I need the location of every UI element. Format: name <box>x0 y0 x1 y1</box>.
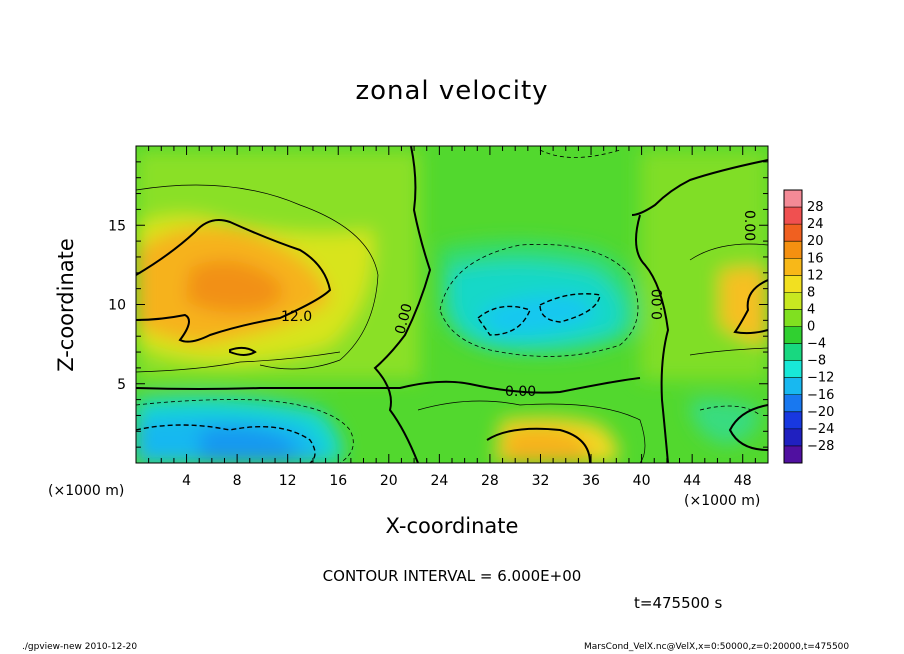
contour-line <box>136 399 354 463</box>
contour-line <box>136 351 341 373</box>
contour-line <box>539 149 621 158</box>
contour-line <box>689 243 768 261</box>
colorbar-swatch <box>784 241 802 259</box>
colorbar-label: −8 <box>807 354 826 369</box>
contour-line <box>699 405 761 416</box>
x-unit-label-left: (×1000 m) <box>48 483 125 499</box>
contour-line <box>136 184 379 370</box>
colorbar-swatch <box>784 343 802 362</box>
contour-interval-note: CONTOUR INTERVAL = 6.000E+00 <box>322 567 582 585</box>
x-tick-label: 8 <box>233 473 242 489</box>
contour-label: 0.00 <box>505 384 536 400</box>
colorbar-swatch <box>784 428 802 447</box>
contour-line <box>417 400 646 463</box>
colorbar-label: 20 <box>807 234 824 249</box>
colorbar-label: 12 <box>807 268 824 283</box>
contour-label: 0.00 <box>392 302 416 336</box>
time-annotation: t=475500 s <box>634 594 723 612</box>
contour-line <box>733 279 768 335</box>
colorbar-swatch <box>784 360 802 379</box>
colorbar-label: 0 <box>807 320 815 335</box>
colorbar-label: 28 <box>807 200 824 215</box>
x-tick-label: 36 <box>582 473 600 489</box>
colorbar-swatch <box>784 207 802 225</box>
contour-line <box>477 305 531 336</box>
x-axis-label: X-coordinate <box>385 514 519 538</box>
contour-line <box>635 214 670 463</box>
x-tick-label: 44 <box>683 473 701 489</box>
footer-left: ./gpview-new 2010-12-20 <box>22 642 138 652</box>
colorbar-label: 4 <box>807 302 815 317</box>
y-axis: 5 10 15 <box>108 161 768 448</box>
x-unit-label-right: (×1000 m) <box>684 493 761 509</box>
x-tick-label: 4 <box>182 473 191 489</box>
contour-line <box>229 346 257 356</box>
y-tick-label: 15 <box>108 218 126 234</box>
plot-field <box>136 146 768 463</box>
x-tick-label: 48 <box>734 473 752 489</box>
colorbar-label: 24 <box>807 217 824 232</box>
x-tick-label: 40 <box>633 473 651 489</box>
contour-line <box>689 347 768 356</box>
colorbar-swatch <box>784 326 802 345</box>
contour-line <box>136 219 332 343</box>
colorbar-label: 16 <box>807 251 824 266</box>
contour-line <box>486 427 591 463</box>
colorbar-label: −12 <box>807 371 834 386</box>
y-tick-label: 10 <box>108 298 126 314</box>
chart-title: zonal velocity <box>355 76 549 106</box>
x-tick-label: 12 <box>279 473 297 489</box>
colorbar-swatch <box>784 292 802 310</box>
colorbar-swatch <box>784 224 802 242</box>
colorbar-swatch <box>784 275 802 293</box>
contour-line <box>539 293 601 323</box>
colorbar-label: 8 <box>807 285 815 300</box>
contour-label: 0.00 <box>650 289 666 320</box>
colorbar-swatch <box>784 394 802 413</box>
colorbar-label: −16 <box>807 388 834 403</box>
contour-line <box>136 377 641 394</box>
colorbar-label: −20 <box>807 405 834 420</box>
colorbar-label: −4 <box>807 337 826 352</box>
x-tick-label: 28 <box>481 473 499 489</box>
colorbar-swatch <box>784 309 802 327</box>
colorbar-label: −24 <box>807 422 834 437</box>
x-tick-label: 24 <box>430 473 448 489</box>
contour-line <box>631 159 768 216</box>
colorbar-swatch <box>784 411 802 430</box>
colorbar-swatch <box>784 190 802 208</box>
contour-line <box>373 146 432 463</box>
contour-lines <box>136 146 768 463</box>
contour-line <box>728 404 768 451</box>
x-axis: 4 8 12 16 20 24 28 32 36 40 44 48 <box>148 146 756 489</box>
contour-label: 12.0 <box>281 309 312 325</box>
y-tick-label: 5 <box>117 377 126 393</box>
colorbar-swatch <box>784 445 802 464</box>
x-tick-label: 32 <box>532 473 550 489</box>
contour-line <box>439 244 639 357</box>
x-tick-label: 20 <box>380 473 398 489</box>
colorbar-swatch <box>784 258 802 276</box>
contour-line <box>136 424 316 463</box>
colorbar-swatch <box>784 377 802 396</box>
colorbar: 28 24 20 16 12 8 4 0 −4 −8 −12 −16 −20 −24 −28 <box>783 189 834 464</box>
contour-label: 0.00 <box>741 210 757 241</box>
colorbar-label: −28 <box>807 439 834 454</box>
footer-right: MarsCond_VelX.nc@VelX,x=0:50000,z=0:2000… <box>584 642 850 652</box>
x-tick-label: 16 <box>329 473 347 489</box>
